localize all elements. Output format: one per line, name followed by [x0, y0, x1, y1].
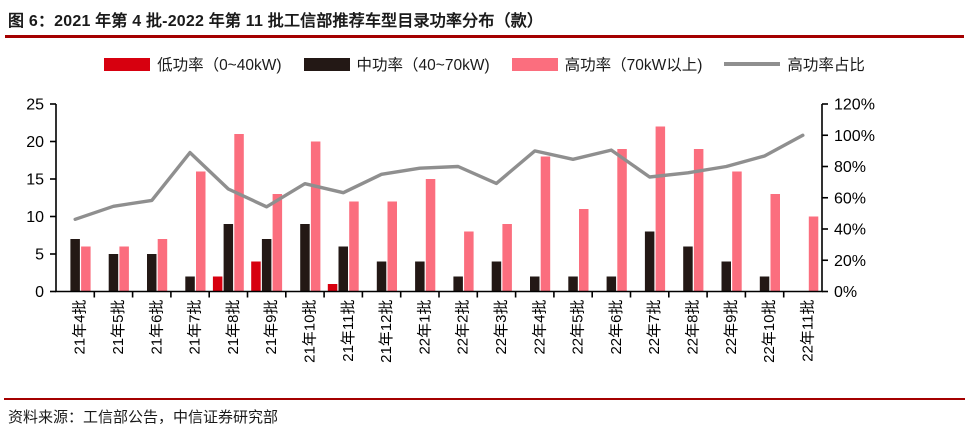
legend-item-mid-power: 中功率（40~70kW): [303, 53, 490, 75]
bar-high-21年5批: [119, 246, 129, 292]
bar-high-22年6批: [617, 149, 627, 292]
right-axis-tick-label: 100%: [834, 128, 875, 145]
bar-mid-21年8批: [223, 224, 234, 292]
bar-high-22年2批: [464, 231, 474, 292]
x-axis-category-label: 21年8批: [225, 300, 242, 355]
x-axis-category-label: 21年10批: [301, 300, 318, 363]
x-axis-category-label: 22年5批: [570, 300, 587, 355]
left-axis-tick-label: 10: [26, 209, 44, 226]
legend-label: 中功率（40~70kW): [356, 57, 490, 74]
bar-high-22年3批: [502, 224, 512, 292]
x-axis-category-label: 22年10批: [761, 300, 778, 363]
axis-frame: [55, 104, 823, 293]
right-axis-tick-label: 40%: [834, 222, 866, 239]
legend-label: 高功率（70kW以上): [564, 57, 703, 74]
bar-mid-22年3批: [491, 261, 502, 292]
bar-mid-22年4批: [530, 276, 540, 292]
source-note: 资料来源：工信部公告，中信证券研究部: [8, 409, 279, 426]
x-axis-category-label: 21年6批: [148, 300, 165, 355]
high-power-ratio-line: [73, 133, 805, 222]
left-axis-tick-label: 0: [35, 284, 44, 301]
bar-high-21年12批: [387, 201, 397, 292]
bar-high-22年5批: [579, 209, 589, 292]
chart-legend: 低功率（0~40kW) 中功率（40~70kW) 高功率（70kW以上) 高功率…: [0, 53, 969, 75]
x-axis-category-label: 21年12批: [378, 300, 395, 363]
x-axis-category-label: 22年11批: [799, 300, 816, 362]
left-axis-tick-label: 15: [26, 172, 44, 189]
bar-mid-22年10批: [759, 276, 770, 292]
x-axis-category-label: 22年6批: [608, 300, 625, 355]
legend-item-high-power: 高功率（70kW以上): [511, 53, 703, 75]
bar-high-22年10批: [770, 194, 780, 292]
x-axis-category-label: 21年4批: [72, 300, 89, 355]
right-axis-tick-label: 80%: [834, 159, 866, 176]
bar-mid-21年6批: [147, 254, 157, 292]
legend-item-high-power-ratio: 高功率占比: [724, 53, 865, 75]
bar-mid-21年12批: [376, 261, 387, 292]
footer-rule: [4, 398, 965, 400]
bar-high-22年7批: [655, 126, 666, 292]
bar-low-21年11批: [327, 284, 338, 292]
bar-high-21年8批: [234, 134, 244, 292]
bar-mid-22年9批: [721, 261, 731, 292]
x-axis-category-label: 21年5批: [110, 300, 127, 355]
bar-high-21年7批: [196, 171, 206, 292]
figure-title: 图 6：2021 年第 4 批-2022 年第 11 批工信部推荐车型目录功率分…: [8, 13, 544, 30]
bar-high-22年4批: [540, 156, 551, 292]
bar-high-21年6批: [157, 239, 168, 292]
left-axis-tick-label: 25: [26, 97, 44, 114]
title-rule: [5, 35, 964, 38]
bar-high-21年9批: [272, 194, 283, 292]
bar-mid-21年7批: [185, 276, 195, 292]
bar-high-21年10批: [310, 141, 321, 292]
legend-item-low-power: 低功率（0~40kW): [104, 53, 282, 75]
x-axis-category-label: 21年11批: [340, 300, 357, 362]
x-axis-category-label: 22年4批: [531, 300, 548, 355]
bar-mid-22年8批: [683, 246, 693, 292]
right-axis-tick-label: 20%: [834, 253, 866, 270]
x-axis-category-label: 22年8批: [684, 300, 701, 355]
chart-area: 0 5 10 15 20 25 0% 20% 40% 60% 80% 100% 120% 21年4批 21年…: [0, 86, 969, 397]
bar-high-21年11批: [349, 201, 359, 292]
bar-high-22年1批: [425, 179, 436, 292]
x-axis-category-label: 22年2批: [455, 300, 472, 355]
x-axis-category-label: 22年9批: [723, 300, 740, 355]
left-axis-tick-label: 5: [35, 247, 44, 264]
low-power-swatch: [104, 57, 151, 71]
bar-mid-21年5批: [108, 254, 119, 292]
bar-high-22年9批: [732, 171, 742, 292]
bar-mid-22年6批: [606, 276, 617, 292]
bar-mid-21年11批: [338, 246, 348, 292]
left-axis-tick-label: 20: [26, 134, 44, 151]
bar-mid-22年7批: [644, 231, 655, 292]
bar-high-21年4批: [81, 246, 91, 292]
right-axis-tick-label: 60%: [834, 190, 866, 207]
x-axis-category-label: 22年7批: [646, 300, 663, 355]
mid-power-swatch: [303, 57, 350, 71]
bar-mid-21年9批: [261, 239, 272, 292]
bar-mid-21年4批: [70, 239, 80, 292]
ratio-line-swatch: [724, 62, 781, 66]
power-distribution-chart: 0 5 10 15 20 25 0% 20% 40% 60% 80% 100% 120% 21年4批 21年…: [26, 97, 875, 363]
bar-low-21年9批: [251, 261, 261, 292]
high-power-swatch: [511, 57, 558, 71]
bar-mid-22年1批: [415, 261, 425, 292]
x-axis-category-label: 22年3批: [493, 300, 510, 355]
bar-low-21年8批: [212, 276, 223, 292]
x-axis-category-label: 22年1批: [416, 300, 433, 355]
x-axis-category-label: 21年9批: [263, 300, 280, 355]
right-axis-tick-label: 120%: [834, 97, 875, 114]
bar-high-22年11批: [808, 216, 819, 292]
bar-mid-21年10批: [300, 224, 310, 292]
x-axis-category-label: 21年7批: [187, 300, 204, 355]
right-axis-tick-label: 0%: [834, 284, 857, 301]
bar-high-22年8批: [693, 149, 704, 292]
legend-label: 高功率占比: [787, 57, 865, 74]
bar-mid-22年5批: [568, 276, 578, 292]
legend-label: 低功率（0~40kW): [157, 57, 282, 74]
bar-mid-22年2批: [453, 276, 463, 292]
